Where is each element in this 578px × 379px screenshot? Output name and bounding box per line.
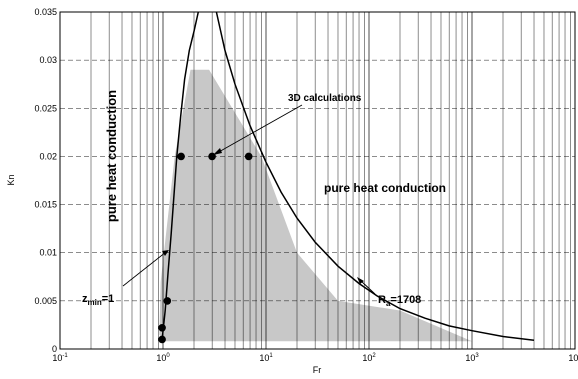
x-tick-label: 104 — [568, 353, 578, 363]
label-zmin-value: =1 — [102, 293, 115, 305]
label-rayleigh-value: =1708 — [390, 294, 421, 306]
label-rayleigh-symbol: R — [378, 294, 386, 306]
data-point — [177, 152, 185, 161]
x-tick-label-base: 10 — [465, 353, 475, 363]
x-tick-label-exponent: 0 — [166, 353, 170, 359]
grid-layer — [60, 12, 575, 349]
x-tick-label-base: 10 — [259, 353, 269, 363]
label-rayleigh: Ra=1708 — [378, 294, 421, 308]
x-tick-label-exponent: -1 — [62, 353, 68, 359]
y-tick-label: 0 — [52, 344, 57, 354]
y-axis-label: Kn — [6, 174, 16, 185]
x-tick-label: 10-1 — [52, 353, 68, 363]
y-tick-label: 0.03 — [39, 55, 57, 65]
data-point — [158, 324, 166, 332]
arrow-3d-calculations — [216, 104, 303, 154]
x-tick-label-base: 10 — [52, 353, 62, 363]
shaded-region — [159, 69, 473, 342]
y-tick-label: 0.015 — [34, 200, 57, 210]
y-tick-label: 0.005 — [34, 296, 57, 306]
x-tick-label: 102 — [362, 353, 376, 363]
curve-layer — [161, 11, 535, 342]
y-tick-label: 0.01 — [39, 248, 57, 258]
label-pure-heat-conduction-left: pure heat conduction — [104, 90, 119, 222]
label-3d-calculations: 3D calculations — [288, 93, 362, 104]
x-tick-label-exponent: 2 — [372, 353, 376, 359]
arrowhead-rayleigh — [357, 277, 364, 284]
label-pure-heat-conduction-right: pure heat conduction — [324, 181, 446, 195]
x-tick-label: 101 — [259, 353, 273, 363]
data-point — [163, 297, 172, 305]
arrow-zmin — [122, 251, 167, 287]
shaded-region-layer — [159, 69, 473, 342]
label-zmin-symbol: z — [82, 293, 88, 305]
label-rayleigh-subscript: a — [386, 299, 391, 308]
plot-frame — [59, 11, 576, 350]
x-axis-label: Fr — [313, 365, 322, 375]
plot-area — [59, 11, 576, 350]
y-tick-label: 0.035 — [34, 7, 57, 17]
x-tick-label: 100 — [156, 353, 170, 363]
y-tick-label: 0.025 — [34, 103, 57, 113]
label-zmin-subscript: min — [88, 298, 102, 307]
data-point — [244, 152, 253, 161]
x-tick-label-base: 10 — [362, 353, 372, 363]
label-zmin: zmin=1 — [82, 293, 114, 307]
series-line-2 — [215, 11, 535, 342]
x-tick-label-exponent: 3 — [475, 353, 479, 359]
x-tick-label: 103 — [465, 353, 479, 363]
x-tick-label-base: 10 — [568, 353, 578, 363]
arrowhead-3d-calculations — [213, 148, 222, 155]
annotation-layer: pure heat conduction pure heat conductio… — [82, 90, 446, 308]
arrowhead-zmin — [162, 250, 169, 256]
data-point — [158, 335, 166, 344]
y-tick-label: 0.02 — [39, 151, 57, 161]
arrow-rayleigh — [359, 279, 376, 295]
series-line-1 — [161, 11, 200, 340]
x-tick-label-base: 10 — [156, 353, 166, 363]
x-tick-label-exponent: 1 — [269, 353, 273, 359]
